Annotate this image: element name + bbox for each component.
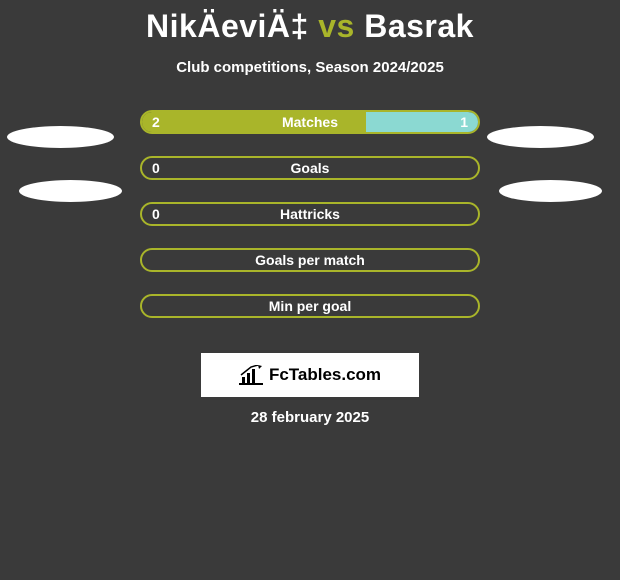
avatar-left-1 bbox=[7, 126, 114, 148]
stat-bar bbox=[140, 110, 480, 134]
logo-box: FcTables.com bbox=[201, 353, 419, 397]
stat-row: Min per goal bbox=[0, 294, 620, 318]
player2-name: Basrak bbox=[364, 8, 474, 44]
stat-row: Hattricks0 bbox=[0, 202, 620, 226]
stat-value-left: 0 bbox=[152, 202, 160, 226]
stat-bar-left bbox=[142, 112, 366, 132]
stat-value-left: 0 bbox=[152, 156, 160, 180]
player1-name: NikÄeviÄ‡ bbox=[146, 8, 309, 44]
stat-value-left: 2 bbox=[152, 110, 160, 134]
avatar-left-2 bbox=[19, 180, 122, 202]
logo: FcTables.com bbox=[239, 365, 381, 385]
page-title: NikÄeviÄ‡ vs Basrak bbox=[0, 0, 620, 45]
stats-card: NikÄeviÄ‡ vs Basrak Club competitions, S… bbox=[0, 0, 620, 580]
stat-row: Goals per match bbox=[0, 248, 620, 272]
logo-text: FcTables.com bbox=[269, 365, 381, 385]
chart-icon bbox=[239, 365, 263, 385]
date-label: 28 february 2025 bbox=[0, 409, 620, 426]
stat-bar bbox=[140, 248, 480, 272]
stat-bar bbox=[140, 294, 480, 318]
stat-bar bbox=[140, 202, 480, 226]
stat-row: Goals0 bbox=[0, 156, 620, 180]
subtitle: Club competitions, Season 2024/2025 bbox=[0, 59, 620, 76]
avatar-right-1 bbox=[487, 126, 594, 148]
vs-label: vs bbox=[318, 8, 355, 44]
stat-bar bbox=[140, 156, 480, 180]
avatar-right-2 bbox=[499, 180, 602, 202]
stat-value-right: 1 bbox=[460, 110, 468, 134]
